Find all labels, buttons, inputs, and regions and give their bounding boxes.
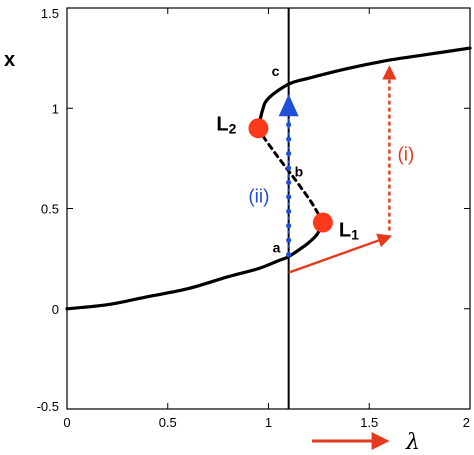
path-ii-dot — [286, 208, 292, 214]
y-axis-label: x — [4, 49, 15, 71]
y-tick-label: -0.5 — [37, 399, 59, 414]
path-ii-label: (ii) — [248, 186, 269, 207]
path-ii-arrowhead — [278, 94, 299, 117]
path-ii-dot — [286, 165, 292, 171]
path-ii-dot — [286, 194, 292, 200]
path-ii-dot — [286, 136, 292, 142]
x-tick-label: 1.5 — [360, 415, 378, 430]
upper-stable-branch — [256, 46, 472, 130]
path-ii-dot — [286, 150, 292, 157]
plot-frame — [66, 7, 471, 410]
path-i-label: (i) — [397, 144, 414, 165]
unstable-branch — [256, 126, 325, 224]
x-tick-label: 0 — [63, 415, 70, 430]
y-tick-label: 1.5 — [41, 6, 59, 21]
lower-stable-branch — [65, 220, 325, 311]
x-tick-label: 2 — [463, 415, 470, 430]
x-tick-label: 0.5 — [159, 415, 177, 430]
point-label-a: a — [273, 240, 281, 256]
fold-point-L2 — [248, 118, 269, 139]
axis-tick-labels: 0 0.5 1 1.5 2 -0.5 0 0.5 1 1.5 — [37, 6, 470, 430]
fold-label-L1: L1 — [339, 220, 359, 243]
path-ii-dot — [286, 237, 292, 243]
point-label-c: c — [272, 63, 280, 79]
x-axis-symbol: λ — [405, 430, 420, 455]
y-tick-label: 1 — [52, 101, 59, 116]
path-ii-dot — [286, 223, 292, 229]
path-ii-dot — [286, 122, 292, 128]
fold-points: L2 L1 — [216, 113, 359, 242]
x-tick-label: 1 — [265, 415, 272, 430]
path-ii-dot — [286, 252, 292, 258]
point-label-b: b — [295, 163, 304, 179]
fold-point-L1 — [312, 212, 333, 233]
path-i-diagonal-arrow — [288, 233, 393, 274]
axis-ticks — [66, 7, 471, 410]
fold-label-L2: L2 — [216, 113, 236, 136]
y-tick-label: 0.5 — [41, 202, 59, 217]
point-labels: a b c — [272, 63, 304, 255]
y-tick-label: 0 — [52, 302, 59, 317]
path-ii-dot — [286, 179, 292, 186]
